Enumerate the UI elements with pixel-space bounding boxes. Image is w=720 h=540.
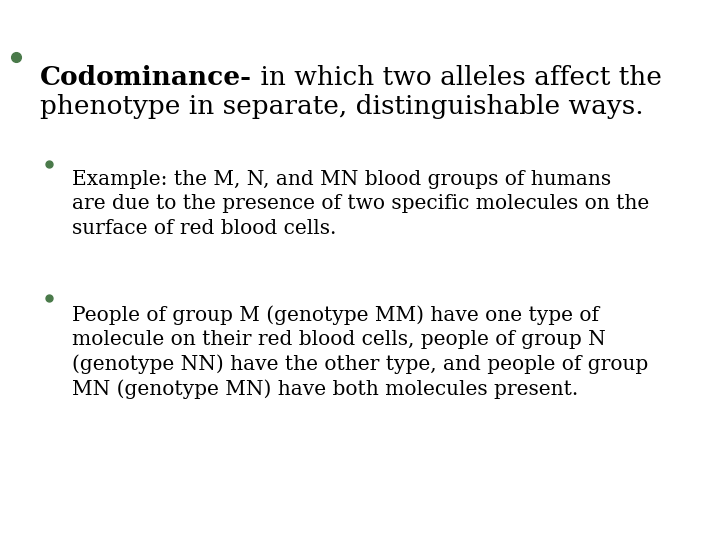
Text: People of group M (genotype MM) have one type of
molecule on their red blood cel: People of group M (genotype MM) have one… [72,305,648,399]
Text: phenotype in separate, distinguishable ways.: phenotype in separate, distinguishable w… [40,94,643,119]
Text: in which two alleles affect the: in which two alleles affect the [251,65,662,90]
Text: Codominance-: Codominance- [40,65,251,90]
Text: Example: the M, N, and MN blood groups of humans
are due to the presence of two : Example: the M, N, and MN blood groups o… [72,170,649,238]
